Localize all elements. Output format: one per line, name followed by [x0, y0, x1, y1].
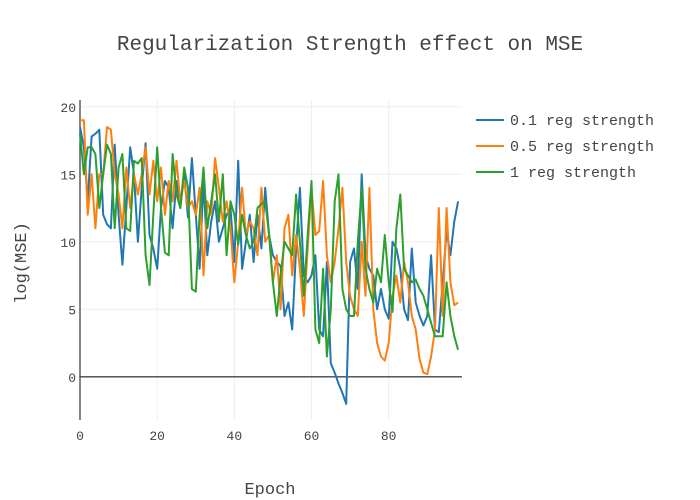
series-line-0 — [79, 126, 460, 405]
x-tick-label-1: 20 — [149, 429, 165, 444]
legend-label-1: 0.5 reg strength — [510, 139, 654, 156]
y-tick-label-3: 15 — [60, 168, 76, 183]
y-axis-title: log(MSE) — [13, 222, 32, 304]
legend: 0.1 reg strength 0.5 reg strength 1 reg st… — [476, 113, 654, 182]
x-axis-title: Epoch — [244, 481, 295, 500]
chart-title: Regularization Strength effect on MSE — [117, 34, 583, 57]
series-lines — [79, 119, 460, 405]
legend-label-2: 1 reg strength — [510, 165, 636, 182]
y-tick-labels: 0 5 10 15 20 — [60, 101, 76, 386]
series-line-1 — [80, 119, 459, 376]
y-tick-label-0: 0 — [68, 371, 76, 386]
x-tick-label-0: 0 — [76, 429, 84, 444]
y-tick-label-2: 10 — [60, 236, 76, 251]
y-tick-label-4: 20 — [60, 101, 76, 116]
legend-label-0: 0.1 reg strength — [510, 113, 654, 130]
x-tick-label-2: 40 — [227, 429, 243, 444]
y-tick-label-1: 5 — [68, 303, 76, 318]
x-tick-label-4: 80 — [381, 429, 397, 444]
x-tick-labels: 0 20 40 60 80 — [76, 429, 396, 444]
x-tick-label-3: 60 — [304, 429, 320, 444]
series-line-2 — [79, 133, 460, 358]
